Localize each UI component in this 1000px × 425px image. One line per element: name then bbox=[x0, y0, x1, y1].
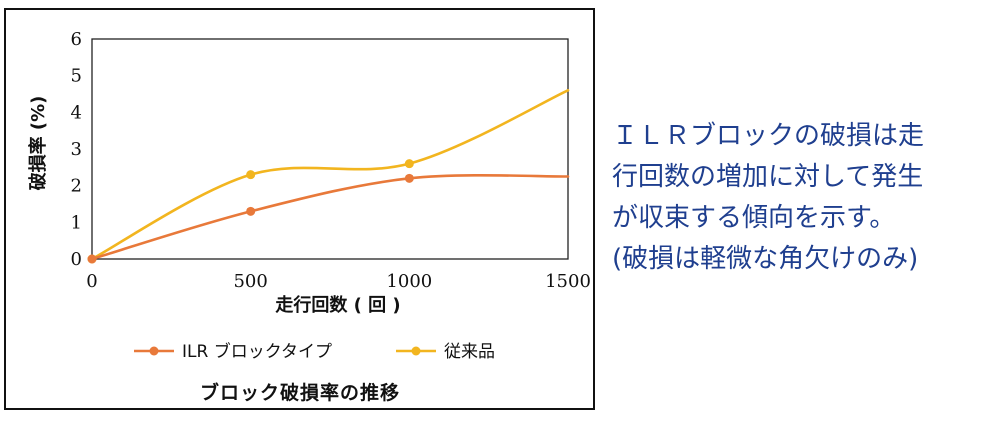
data-point bbox=[404, 159, 414, 169]
side-note: ＩＬＲブロックの破損は走 行回数の増加に対して発生 が収束する傾向を示す。 (破… bbox=[612, 116, 997, 280]
legend-label: ILR ブロックタイプ bbox=[182, 341, 332, 362]
chart-caption: ブロック破損率の推移 bbox=[199, 382, 400, 404]
x-tick-label: 1500 bbox=[545, 271, 591, 292]
y-tick-label: 1 bbox=[71, 212, 82, 233]
y-tick-label: 5 bbox=[71, 66, 82, 87]
y-tick-label: 0 bbox=[71, 249, 82, 270]
y-axis-title: 破損率 (%) bbox=[27, 96, 49, 191]
chart-frame: 0 1 2 3 4 5 6 0 500 1000 1500 走行回数 ( 回 ) 破損率 (%) ILR … bbox=[4, 8, 595, 410]
y-tick-label: 4 bbox=[71, 102, 82, 123]
side-note-line: (破損は軽微な角欠けのみ) bbox=[612, 244, 919, 274]
legend-swatch-marker bbox=[411, 346, 421, 356]
x-tick-label: 1000 bbox=[386, 271, 432, 292]
series-line bbox=[90, 89, 570, 261]
plot-area-border bbox=[91, 38, 569, 260]
legend-label: 従来品 bbox=[444, 342, 495, 362]
data-point bbox=[404, 173, 414, 183]
data-point bbox=[87, 254, 97, 264]
line-chart: 0 1 2 3 4 5 6 0 500 1000 1500 走行回数 ( 回 ) 破損率 (%) ILR … bbox=[27, 29, 591, 362]
side-note-line: が収束する傾向を示す。 bbox=[612, 203, 896, 233]
x-tick-label: 0 bbox=[86, 271, 97, 292]
x-axis-title: 走行回数 ( 回 ) bbox=[275, 294, 400, 316]
side-note-line: ＩＬＲブロックの破損は走 bbox=[612, 121, 925, 151]
x-tick-label: 500 bbox=[233, 271, 267, 292]
legend-swatch-marker bbox=[149, 346, 159, 356]
y-tick-label: 3 bbox=[71, 139, 82, 160]
y-tick-label: 6 bbox=[71, 29, 82, 50]
y-tick-label: 2 bbox=[71, 176, 82, 197]
data-point bbox=[246, 170, 256, 180]
series-line bbox=[90, 173, 570, 261]
side-note-line: 行回数の増加に対して発生 bbox=[612, 162, 924, 192]
data-point bbox=[246, 206, 256, 216]
